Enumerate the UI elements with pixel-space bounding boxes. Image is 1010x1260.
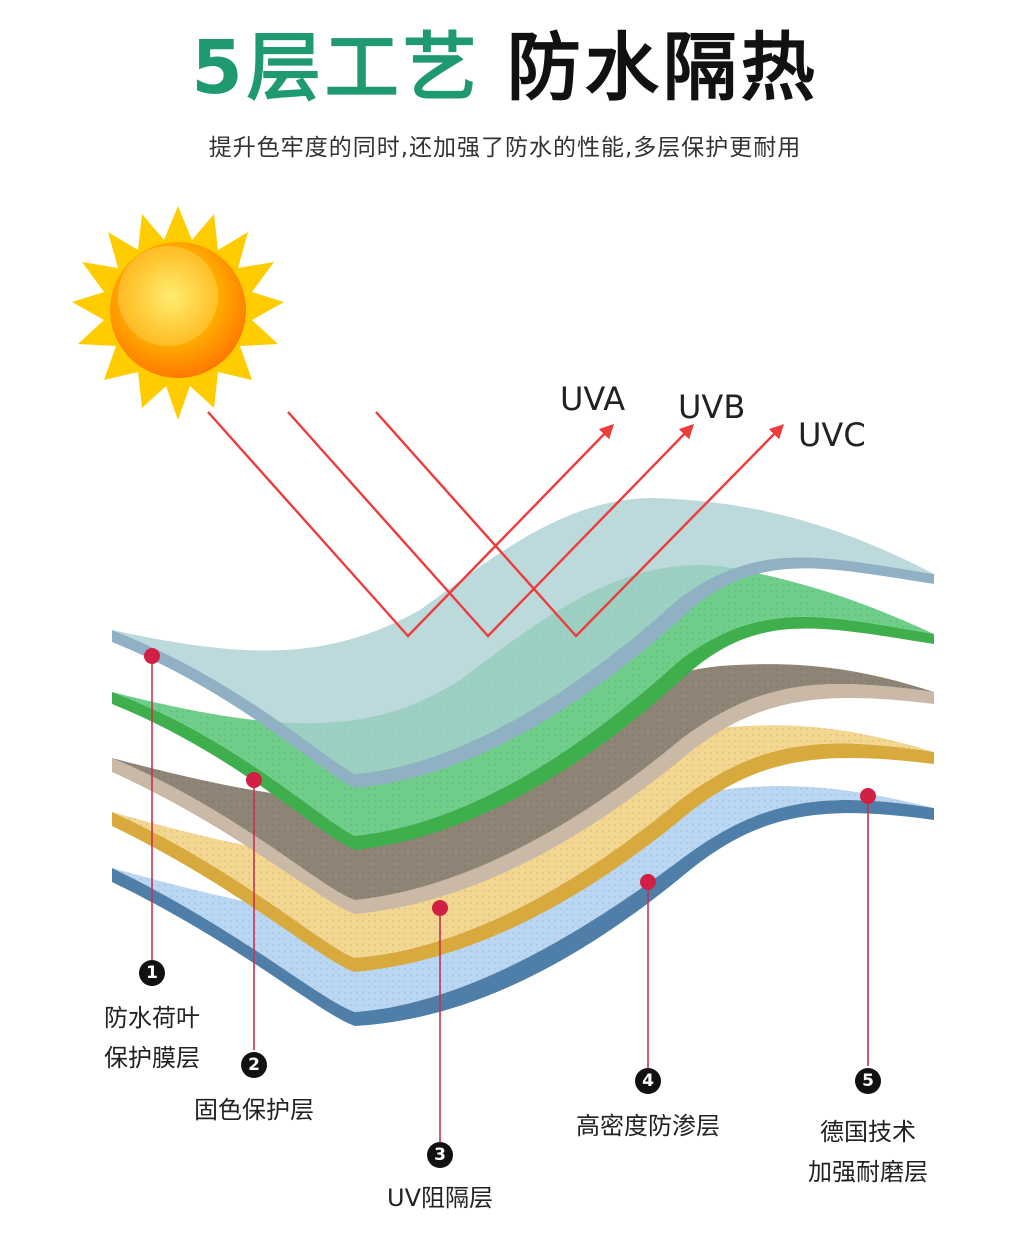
- layer-1-label-line1: 防水荷叶: [104, 1004, 200, 1032]
- layer-1-label-line2: 保护膜层: [104, 1044, 200, 1072]
- layer-5-marker: [860, 788, 876, 804]
- page-subtitle: 提升色牢度的同时,还加强了防水的性能,多层保护更耐用: [208, 135, 802, 161]
- layer-4-label: 高密度防渗层: [568, 1106, 728, 1146]
- layer-1-marker: [144, 648, 160, 664]
- uva-ray: [207, 411, 615, 638]
- uvc-label: UVC: [798, 416, 866, 454]
- layer-5-label-line1: 德国技术: [820, 1118, 916, 1146]
- uvb-ray: [287, 411, 695, 638]
- layer-3-label: UV阻隔层: [370, 1178, 510, 1218]
- layer-3-number: 3: [427, 1142, 453, 1168]
- layer-2-marker: [246, 772, 262, 788]
- layer-2-label-line1: 固色保护层: [194, 1096, 314, 1124]
- uva-label: UVA: [560, 380, 626, 418]
- uvb-label: UVB: [678, 388, 746, 426]
- layer-markers: [144, 648, 876, 916]
- page-title: 5层工艺 防水隔热: [0, 18, 1010, 118]
- layer-1-label: 防水荷叶 保护膜层: [92, 998, 212, 1078]
- layer-5-label-line2: 加强耐磨层: [808, 1158, 928, 1186]
- uvc-ray: [375, 411, 785, 638]
- layer-5-label: 德国技术 加强耐磨层: [798, 1112, 938, 1192]
- layer-4-label-line1: 高密度防渗层: [576, 1112, 720, 1140]
- title-highlight: 5层工艺: [191, 25, 481, 111]
- sun-icon: [72, 206, 284, 420]
- layer-4-number: 4: [635, 1068, 661, 1094]
- layer-2-number: 2: [241, 1052, 267, 1078]
- layer-1-number: 1: [139, 960, 165, 986]
- layer-3-label-line1: UV阻隔层: [387, 1184, 493, 1212]
- uv-rays: [207, 411, 785, 638]
- title-main: 防水隔热: [506, 25, 819, 111]
- layer-4-marker: [640, 874, 656, 890]
- layer-1-sheet: [112, 498, 934, 788]
- layer-3-marker: [432, 900, 448, 916]
- layer-2-label: 固色保护层: [184, 1090, 324, 1130]
- leader-lines: [151, 656, 869, 1142]
- layer-5-number: 5: [855, 1068, 881, 1094]
